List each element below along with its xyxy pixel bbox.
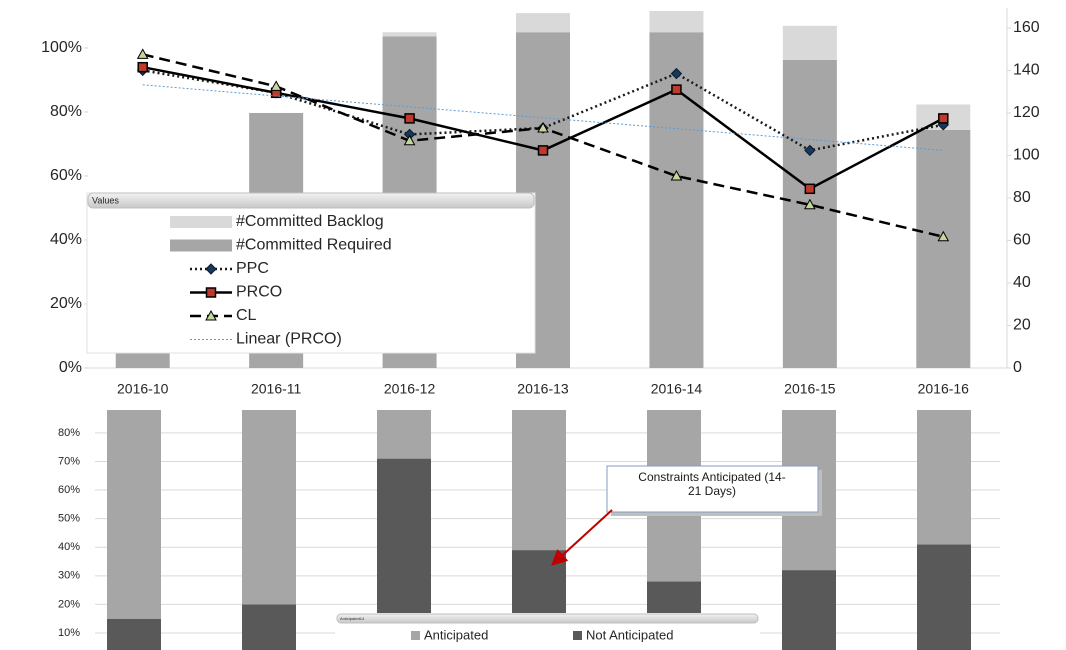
y-tick-label: 60%	[50, 167, 82, 184]
legend-swatch	[411, 631, 420, 640]
y2-tick-label: 160	[1013, 19, 1040, 36]
y-tick-label: 40%	[50, 231, 82, 248]
bar	[382, 32, 437, 37]
legend-title: Values	[92, 195, 119, 205]
x-tick-label: 2016-15	[784, 381, 836, 397]
marker-square	[804, 183, 816, 195]
y2-tick-label: 80	[1013, 189, 1031, 206]
legend-label: #Committed Required	[236, 237, 392, 254]
bar	[782, 25, 837, 60]
y-tick-label: 20%	[50, 295, 82, 312]
marker-square	[938, 113, 949, 124]
line	[142, 84, 944, 151]
marker-square	[137, 61, 148, 73]
bar	[516, 13, 571, 33]
bars	[107, 410, 971, 650]
marker-triangle	[937, 230, 950, 242]
annotation-arrow	[551, 509, 613, 566]
y-tick-label: 60%	[58, 484, 80, 496]
bar	[242, 604, 296, 650]
legend-swatch	[170, 239, 232, 252]
y2-tick-label: 140	[1013, 62, 1040, 79]
marker-triangle	[537, 121, 549, 133]
legend-label: CL	[236, 307, 257, 324]
y-tick-label: 80%	[50, 103, 82, 120]
y2-tick-label: 40	[1013, 274, 1031, 291]
bar	[782, 570, 836, 650]
x-tick-label: 2016-11	[251, 381, 302, 397]
y-tick-label: 50%	[58, 513, 80, 525]
bar	[917, 410, 971, 545]
marker-triangle	[804, 198, 816, 210]
y-tick-label: 40%	[58, 541, 80, 553]
bar	[782, 59, 837, 368]
legend-label: Anticipated	[424, 627, 488, 642]
bar	[107, 410, 161, 619]
annotation-text: Constraints Anticipated (14-21 Days)	[638, 470, 786, 498]
legend-label: PRCO	[236, 284, 282, 301]
marker-square	[404, 113, 415, 124]
legend-box	[86, 192, 536, 354]
x-tick-label: 2016-12	[384, 381, 436, 397]
marker-square	[537, 145, 549, 156]
y-tick-label: 0%	[59, 359, 82, 376]
x-tick-label: 2016-13	[517, 381, 569, 397]
marker-triangle	[136, 48, 149, 59]
legend-title-bar	[87, 192, 535, 209]
legend-label: PPC	[236, 260, 269, 277]
legend-label: Not Anticipated	[586, 627, 673, 642]
annotation-box	[606, 465, 819, 513]
legend-title-bar	[336, 613, 759, 624]
bar	[917, 544, 971, 650]
bar	[512, 410, 566, 551]
legend-label: #Committed Backlog	[236, 213, 384, 230]
y2-tick-label: 60	[1013, 232, 1031, 249]
marker-triangle	[205, 309, 217, 321]
marker-diamond	[804, 144, 816, 157]
marker-triangle	[270, 80, 282, 91]
y2-tick-label: 100	[1013, 147, 1040, 164]
marker-square	[205, 287, 217, 298]
y-tick-label: 100%	[41, 39, 82, 56]
bar	[377, 410, 431, 459]
bar	[242, 410, 296, 605]
x-tick-label: 2016-14	[651, 381, 703, 397]
y-tick-label: 10%	[58, 627, 80, 639]
marker-triangle	[403, 134, 416, 146]
x-tick-label: 2016-16	[918, 381, 970, 397]
marker-square	[671, 84, 682, 95]
y-tick-label: 30%	[58, 570, 80, 582]
legend-swatch	[170, 216, 232, 228]
marker-diamond	[205, 263, 217, 275]
y-tick-label: 80%	[58, 427, 80, 439]
legend-label: Linear (PRCO)	[236, 331, 342, 348]
y-tick-label: 20%	[58, 598, 80, 610]
y2-tick-label: 120	[1013, 104, 1040, 121]
legend-title: Anticipated14	[340, 616, 365, 621]
y-tick-label: 70%	[58, 455, 80, 467]
x-tick-label: 2016-10	[117, 381, 169, 397]
y2-tick-label: 0	[1013, 359, 1022, 376]
bar	[115, 353, 170, 368]
marker-triangle	[670, 169, 683, 181]
y2-tick-label: 20	[1013, 317, 1031, 334]
bar	[649, 10, 704, 33]
bar	[107, 618, 161, 650]
bar	[916, 129, 971, 368]
legend-swatch	[573, 631, 582, 640]
marker-diamond	[670, 67, 683, 80]
